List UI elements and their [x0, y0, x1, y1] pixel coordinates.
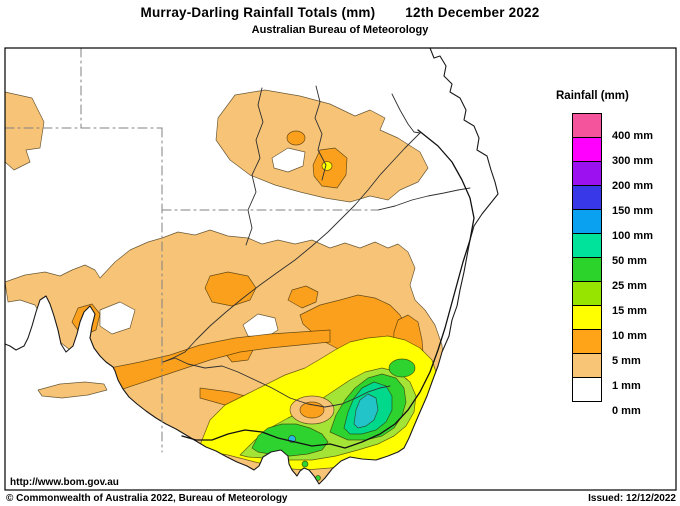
- legend-band-label: 200 mm: [612, 180, 653, 192]
- legend-band-label: 25 mm: [612, 280, 647, 292]
- legend-band-label: 150 mm: [612, 205, 653, 217]
- bom-url-label: http://www.bom.gov.au: [10, 477, 119, 488]
- river-paroo: [245, 87, 264, 246]
- coastline: [4, 47, 499, 485]
- rainfall-contour-5mm: [287, 285, 319, 309]
- legend-band-label: 15 mm: [612, 305, 647, 317]
- map-frame: [4, 47, 677, 491]
- legend-band-swatch: [572, 353, 602, 378]
- legend-band-label: 5 mm: [612, 355, 641, 367]
- kangaroo-island: [37, 381, 108, 399]
- legend-band-swatch: [572, 281, 602, 306]
- rainfall-contour-10mm: [321, 161, 333, 171]
- issued-date-label: Issued: 12/12/2022: [588, 493, 676, 504]
- rainfall-contour-5mm: [286, 130, 306, 146]
- rainfall-hole-0mm: [242, 313, 279, 339]
- page-title-main: Murray-Darling Rainfall Totals (mm): [140, 5, 376, 20]
- legend-band-swatch: [572, 185, 602, 210]
- rainfall-contour-1mm: [215, 89, 429, 203]
- legend-band-label: 50 mm: [612, 255, 647, 267]
- rainfall-hole-0mm: [271, 147, 306, 173]
- legend-band-label: 300 mm: [612, 155, 653, 167]
- legend-title: Rainfall (mm): [556, 90, 629, 102]
- legend-band-label: 400 mm: [612, 130, 653, 142]
- legend-band-label: 10 mm: [612, 330, 647, 342]
- legend-band-swatch: [572, 161, 602, 186]
- sea: [5, 48, 676, 490]
- legend-band-swatch: [572, 377, 602, 402]
- legend-band-swatch: [572, 209, 602, 234]
- river-darling: [162, 132, 421, 363]
- river-condamine: [391, 93, 421, 134]
- river-warrego: [314, 85, 327, 181]
- state-borders: [4, 47, 379, 453]
- contours-0mm-holes: [99, 147, 306, 339]
- page-title: Murray-Darling Rainfall Totals (mm) 12th …: [0, 5, 680, 20]
- legend-band-swatch: [572, 257, 602, 282]
- legend-band-swatch: [572, 305, 602, 330]
- rainfall-contour-1mm: [4, 91, 45, 171]
- copyright-label: © Commonwealth of Australia 2022, Bureau…: [6, 493, 288, 504]
- legend-band-swatch: [572, 329, 602, 354]
- rainfall-contour-100mm: [353, 393, 379, 429]
- legend-band-label: 0 mm: [612, 405, 641, 417]
- rainfall-contour-25mm: [388, 358, 416, 378]
- legend-labels: 400 mm 300 mm 200 mm 150 mm 100 mm 50 mm 25 mm…: [612, 113, 672, 423]
- legend-band-swatch: [572, 137, 602, 162]
- page-title-date: 12th December 2022: [405, 5, 540, 20]
- rainfall-hole-0mm: [99, 301, 136, 335]
- page-subtitle: Australian Bureau of Meteorology: [251, 24, 429, 36]
- river-murray: [162, 357, 391, 408]
- legend-band-swatch: [572, 113, 602, 138]
- contours-100mm: [288, 393, 379, 443]
- rivers: [162, 85, 475, 449]
- legend-band-label: 100 mm: [612, 230, 653, 242]
- basin-boundary: [181, 129, 475, 449]
- legend-band-label: 1 mm: [612, 380, 641, 392]
- legend-colorbar: [572, 113, 602, 402]
- legend-band-swatch: [572, 233, 602, 258]
- rainfall-contour-5mm: [204, 271, 257, 307]
- river-border-rivers: [377, 187, 471, 211]
- rainfall-contour-25mm: [301, 460, 309, 468]
